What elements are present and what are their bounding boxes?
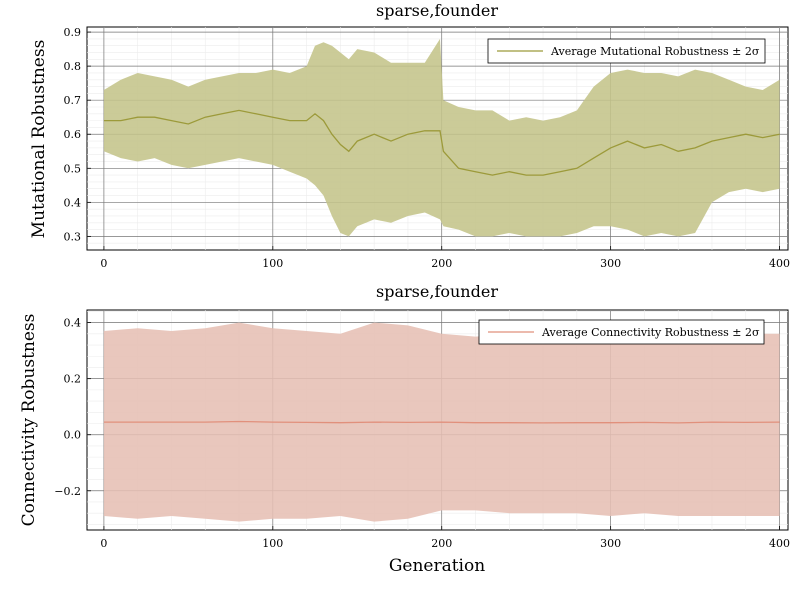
panel-2-x-ticks: 0 100 200 300 400	[100, 526, 790, 550]
panel-2-legend-label: Average Connectivity Robustness ± 2σ	[541, 326, 760, 339]
x-tick-label: 300	[600, 257, 621, 270]
y-tick-label: 0.3	[64, 230, 82, 243]
panel-2-y-ticks: −0.2 0.0 0.2 0.4	[54, 317, 91, 498]
mean-line	[103, 109, 780, 176]
panel-1-x-ticks: 0 100 200 300 400	[100, 246, 790, 270]
y-tick-label: 0.8	[64, 60, 82, 73]
panel-1-y-ticks: 0.3 0.4 0.5 0.6 0.7 0.8 0.9	[64, 26, 91, 243]
x-tick-label: 0	[100, 537, 107, 550]
panel-1-plot-frame	[86, 26, 789, 251]
panel-1-legend-box	[487, 38, 766, 64]
y-tick-label: 0.0	[64, 429, 82, 442]
x-tick-label: 100	[262, 257, 283, 270]
y-tick-label: −0.2	[54, 485, 81, 498]
panel-connectivity: sparse,founder Connectivity Robustness G…	[19, 282, 790, 576]
y-tick-label: 0.6	[64, 128, 82, 141]
panel-2-line-layer	[103, 420, 780, 424]
x-tick-label: 100	[262, 537, 283, 550]
y-tick-label: 0.5	[64, 162, 82, 175]
y-tick-label: 0.4	[64, 317, 82, 330]
y-tick-label: 0.9	[64, 26, 82, 39]
panel-2-plot-frame	[86, 309, 789, 531]
panel-mutational: sparse,founder Mutational Robustness 0 10…	[29, 1, 790, 270]
y-tick-label: 0.7	[64, 94, 82, 107]
panel-1-y-axis-label: Mutational Robustness	[29, 40, 49, 239]
y-tick-label: 0.2	[64, 373, 82, 386]
panel-2-legend: Average Connectivity Robustness ± 2σ	[478, 319, 765, 345]
x-tick-label: 400	[769, 257, 790, 270]
x-tick-label: 300	[600, 537, 621, 550]
panel-1-title: sparse,founder	[376, 1, 498, 20]
panel-2-title: sparse,founder	[376, 282, 498, 301]
panel-2-y-axis-label: Connectivity Robustness	[19, 314, 39, 527]
x-tick-label: 200	[431, 257, 452, 270]
x-tick-label: 0	[100, 257, 107, 270]
x-tick-label: 200	[431, 537, 452, 550]
mean-line	[103, 420, 780, 424]
panel-1-line-layer	[103, 109, 780, 176]
panel-2-x-axis-label: Generation	[389, 556, 485, 576]
panel-1-legend-label: Average Mutational Robustness ± 2σ	[550, 45, 760, 58]
panel-1-legend: Average Mutational Robustness ± 2σ	[487, 38, 766, 64]
x-tick-label: 400	[769, 537, 790, 550]
y-tick-label: 0.4	[64, 196, 82, 209]
